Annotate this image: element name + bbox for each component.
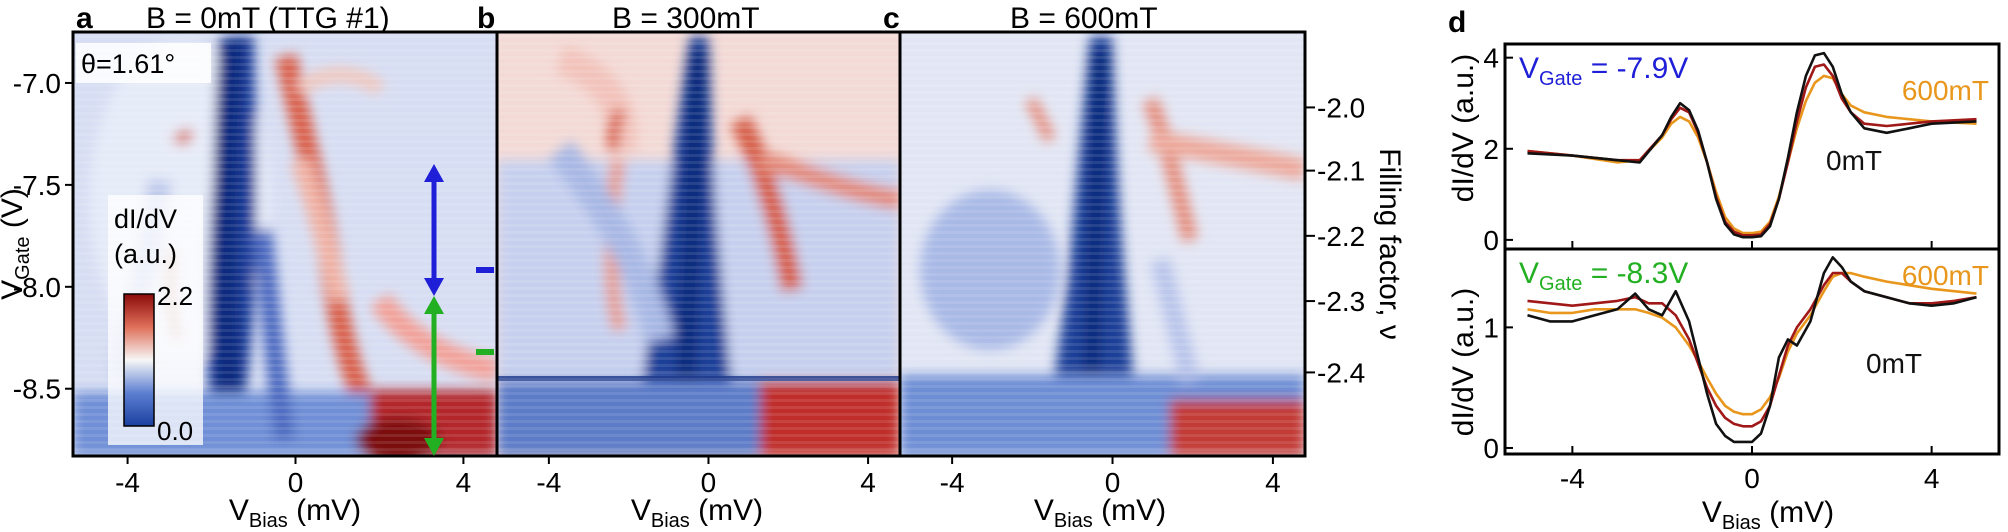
filling-tick-label: -2.0 [1317,92,1365,123]
heat-xlabel-a: VBias (mV) [229,494,361,532]
panel-title-c: B = 600mT [1010,2,1158,35]
y-tick-label-a: -7.5 [13,170,61,201]
panel-letter-d: d [1448,6,1466,39]
x-tick-label: -4 [1560,463,1585,494]
twist-angle-label: θ=1.61° [81,49,175,79]
y-tick-label: 2 [1483,134,1499,165]
series-label-0mT: 0mT [1866,348,1922,379]
panel-letter-c: c [883,2,900,35]
x-tick-label: 4 [1924,463,1940,494]
x-tick-label-b: 0 [701,467,717,498]
x-tick-label-a: 4 [456,467,472,498]
x-tick-label-b: 4 [860,467,876,498]
gate-annotation: VGate = -8.3V [1519,257,1688,295]
panel-letter-a: a [76,2,93,35]
colorbar-label-line2: (a.u.) [114,239,177,269]
heatmap-c [898,30,1307,458]
colorbar-label-line1: dI/dV [114,204,177,234]
y-tick-label-a: -7.0 [13,68,61,99]
panel-title-b: B = 300mT [612,2,760,35]
filling-factor-label: Filling factor, ν [1373,148,1406,340]
y-tick-label-a: -8.0 [13,272,61,303]
series-label-600mT: 600mT [1902,260,1989,291]
line-plot-d-bottom: 0 1 -4 0 4 VGate = -8.3V 600mT 0mT [1483,247,2001,494]
series-label-0mT: 0mT [1826,145,1882,176]
panel-title-a: B = 0mT (TTG #1) [146,2,390,35]
filling-tick-label: -2.3 [1317,286,1365,317]
y-tick-label: 4 [1483,43,1499,74]
series-line-0mT [1527,256,1977,444]
filling-tick-label: -2.4 [1317,357,1365,388]
green-gate-marker [476,349,494,355]
colorbar: dI/dV (a.u.) 2.2 0.0 [108,195,203,446]
filling-tick-label: -2.1 [1317,156,1365,187]
colorbar-gradient [123,293,155,427]
heatmap-b [495,30,902,458]
colorbar-max-label: 2.2 [157,281,193,311]
x-tick-label-b: -4 [536,467,561,498]
x-tick-label-c: 0 [1105,467,1121,498]
series-line-0mT [1527,51,1977,239]
filling-tick-label: -2.2 [1317,221,1365,252]
x-tick-label-a: -4 [115,467,140,498]
x-tick-label-c: 4 [1265,467,1281,498]
y-tick-label: 0 [1483,433,1499,464]
line-plot-d-top: 0 2 4 VGate = -7.9V 600mT 0mT [1483,42,2001,256]
panel-d-line-plots: 0 2 4 VGate = -7.9V 600mT 0mT 0 1 -4 0 4 VGate = -8… [1483,42,2001,494]
heat-ylabel: VGate (V) [0,188,34,300]
green-range-arrow [424,296,444,456]
x-tick-label-c: -4 [940,467,965,498]
d-ylabel-bottom: dI/dV (a.u.) [1447,288,1480,436]
blue-gate-marker [476,267,494,273]
heat-xlabel-c: VBias (mV) [1034,494,1166,532]
heat-xlabel-b: VBias (mV) [631,494,763,532]
d-xlabel: VBias (mV) [1702,496,1834,532]
colorbar-min-label: 0.0 [157,416,193,446]
x-tick-label-a: 0 [288,467,304,498]
d-ylabel-top: dI/dV (a.u.) [1447,54,1480,202]
y-tick-label: 1 [1483,312,1499,343]
panel-letter-b: b [477,2,495,35]
series-label-600mT: 600mT [1902,75,1989,106]
blue-range-arrow [424,164,444,296]
gate-annotation: VGate = -7.9V [1519,52,1688,90]
y-tick-label: 0 [1483,225,1499,256]
series-line-600mT [1527,74,1977,235]
y-tick-label-a: -8.5 [13,374,61,405]
heatmap-axes: -4 0 4 -7.0 -7.5 -8.0 -8.5 -4 0 4 -4 0 4 -2.0 -2.1 -2.2… [13,68,1366,498]
series-line-600mT [1527,271,1977,416]
x-tick-label: 0 [1744,463,1760,494]
